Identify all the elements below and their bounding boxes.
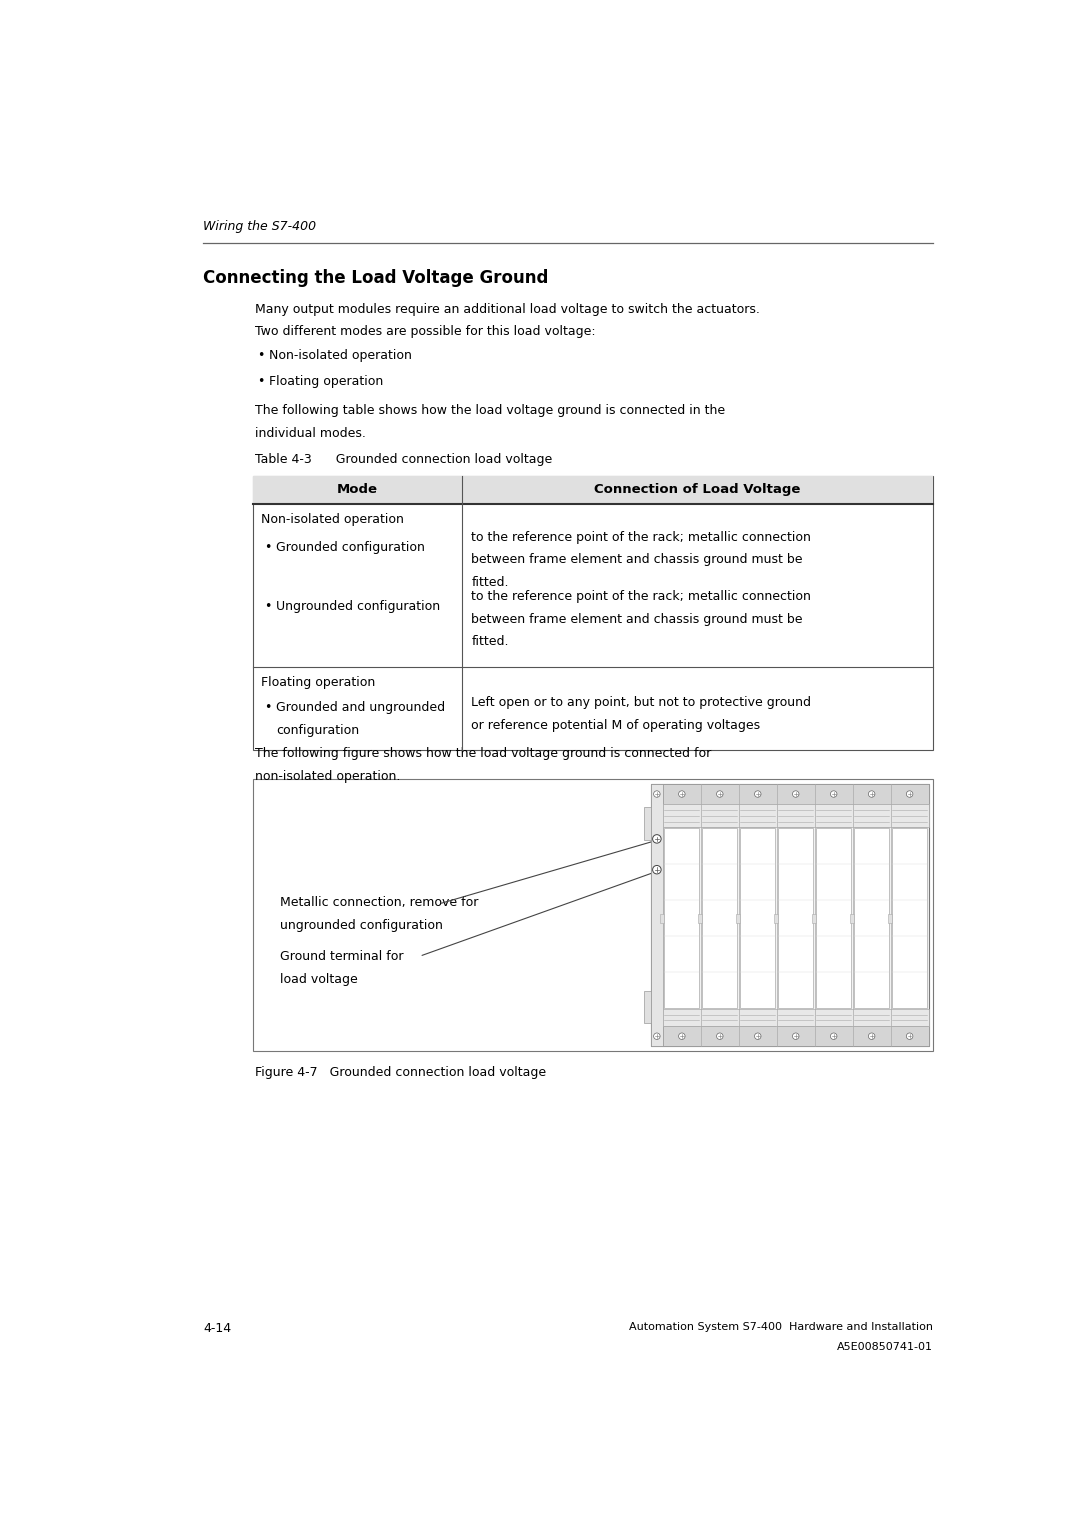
Circle shape: [653, 791, 660, 797]
Text: Floating operation: Floating operation: [260, 676, 375, 689]
Text: Connecting the Load Voltage Ground: Connecting the Load Voltage Ground: [203, 269, 549, 287]
Text: load voltage: load voltage: [280, 973, 357, 986]
Text: configuration: configuration: [276, 724, 360, 738]
Bar: [741, 828, 775, 1008]
Bar: [854, 828, 889, 1008]
Bar: [779, 828, 813, 1008]
Text: fitted.: fitted.: [471, 576, 509, 589]
Text: Automation System S7-400  Hardware and Installation: Automation System S7-400 Hardware and In…: [630, 1322, 933, 1332]
Text: Grounded and ungrounded: Grounded and ungrounded: [276, 701, 445, 715]
Bar: [253, 779, 933, 1051]
Text: The following table shows how the load voltage ground is connected in the: The following table shows how the load v…: [255, 405, 726, 417]
Text: Two different modes are possible for this load voltage:: Two different modes are possible for thi…: [255, 325, 596, 339]
Text: •: •: [264, 701, 271, 715]
Circle shape: [906, 1032, 913, 1040]
Bar: [651, 783, 929, 1046]
Text: to the reference point of the rack; metallic connection: to the reference point of the rack; meta…: [471, 530, 811, 544]
Bar: [892, 828, 927, 1008]
Text: Left open or to any point, but not to protective ground: Left open or to any point, but not to pr…: [471, 696, 811, 709]
Text: •: •: [257, 376, 264, 388]
Text: Ground terminal for: Ground terminal for: [280, 950, 404, 964]
Text: Metallic connection, remove for: Metallic connection, remove for: [280, 896, 478, 909]
Bar: [663, 783, 929, 805]
Text: between frame element and chassis ground must be: between frame element and chassis ground…: [471, 553, 802, 567]
Circle shape: [716, 791, 724, 797]
Text: A5E00850741-01: A5E00850741-01: [837, 1342, 933, 1351]
Text: Figure 4-7   Grounded connection load voltage: Figure 4-7 Grounded connection load volt…: [255, 1066, 546, 1080]
Text: 4-14: 4-14: [203, 1322, 231, 1335]
Text: Table 4-3      Grounded connection load voltage: Table 4-3 Grounded connection load volta…: [255, 452, 552, 466]
Circle shape: [755, 1032, 761, 1040]
Circle shape: [906, 791, 913, 797]
Text: Non-isolated operation: Non-isolated operation: [269, 348, 411, 362]
Bar: [663, 1026, 929, 1046]
Bar: [253, 476, 933, 504]
Bar: [644, 808, 651, 840]
Bar: [651, 783, 663, 1046]
Bar: [888, 913, 892, 922]
Circle shape: [678, 791, 685, 797]
Text: Wiring the S7-400: Wiring the S7-400: [203, 220, 316, 234]
Circle shape: [653, 1032, 660, 1040]
Circle shape: [652, 835, 661, 843]
Bar: [663, 1009, 929, 1026]
Bar: [773, 913, 779, 922]
Bar: [811, 913, 816, 922]
Text: The following figure shows how the load voltage ground is connected for: The following figure shows how the load …: [255, 747, 712, 760]
Bar: [660, 913, 664, 922]
Bar: [816, 828, 851, 1008]
Bar: [644, 991, 651, 1023]
Bar: [664, 828, 699, 1008]
Bar: [253, 476, 933, 750]
Text: Mode: Mode: [337, 483, 378, 496]
Text: Ungrounded configuration: Ungrounded configuration: [276, 600, 441, 612]
Circle shape: [755, 791, 761, 797]
Bar: [850, 913, 854, 922]
Text: Grounded configuration: Grounded configuration: [276, 541, 424, 553]
Text: Floating operation: Floating operation: [269, 376, 383, 388]
Bar: [702, 828, 738, 1008]
Bar: [663, 805, 929, 828]
Circle shape: [652, 866, 661, 873]
Text: non-isolated operation.: non-isolated operation.: [255, 770, 401, 783]
Text: or reference potential M of operating voltages: or reference potential M of operating vo…: [471, 719, 760, 731]
Circle shape: [831, 1032, 837, 1040]
Circle shape: [678, 1032, 685, 1040]
Text: Many output modules require an additional load voltage to switch the actuators.: Many output modules require an additiona…: [255, 302, 760, 316]
Bar: [735, 913, 741, 922]
Text: •: •: [264, 600, 271, 612]
Text: individual modes.: individual modes.: [255, 428, 366, 440]
Circle shape: [868, 791, 875, 797]
Text: Connection of Load Voltage: Connection of Load Voltage: [594, 483, 801, 496]
Bar: [698, 913, 702, 922]
Text: •: •: [264, 541, 271, 553]
Circle shape: [793, 791, 799, 797]
Circle shape: [716, 1032, 724, 1040]
Text: between frame element and chassis ground must be: between frame element and chassis ground…: [471, 612, 802, 626]
Text: •: •: [257, 348, 264, 362]
Text: fitted.: fitted.: [471, 635, 509, 649]
Text: Non-isolated operation: Non-isolated operation: [260, 513, 404, 525]
Text: ungrounded configuration: ungrounded configuration: [280, 919, 443, 931]
Text: to the reference point of the rack; metallic connection: to the reference point of the rack; meta…: [471, 589, 811, 603]
Circle shape: [793, 1032, 799, 1040]
Circle shape: [868, 1032, 875, 1040]
Circle shape: [831, 791, 837, 797]
